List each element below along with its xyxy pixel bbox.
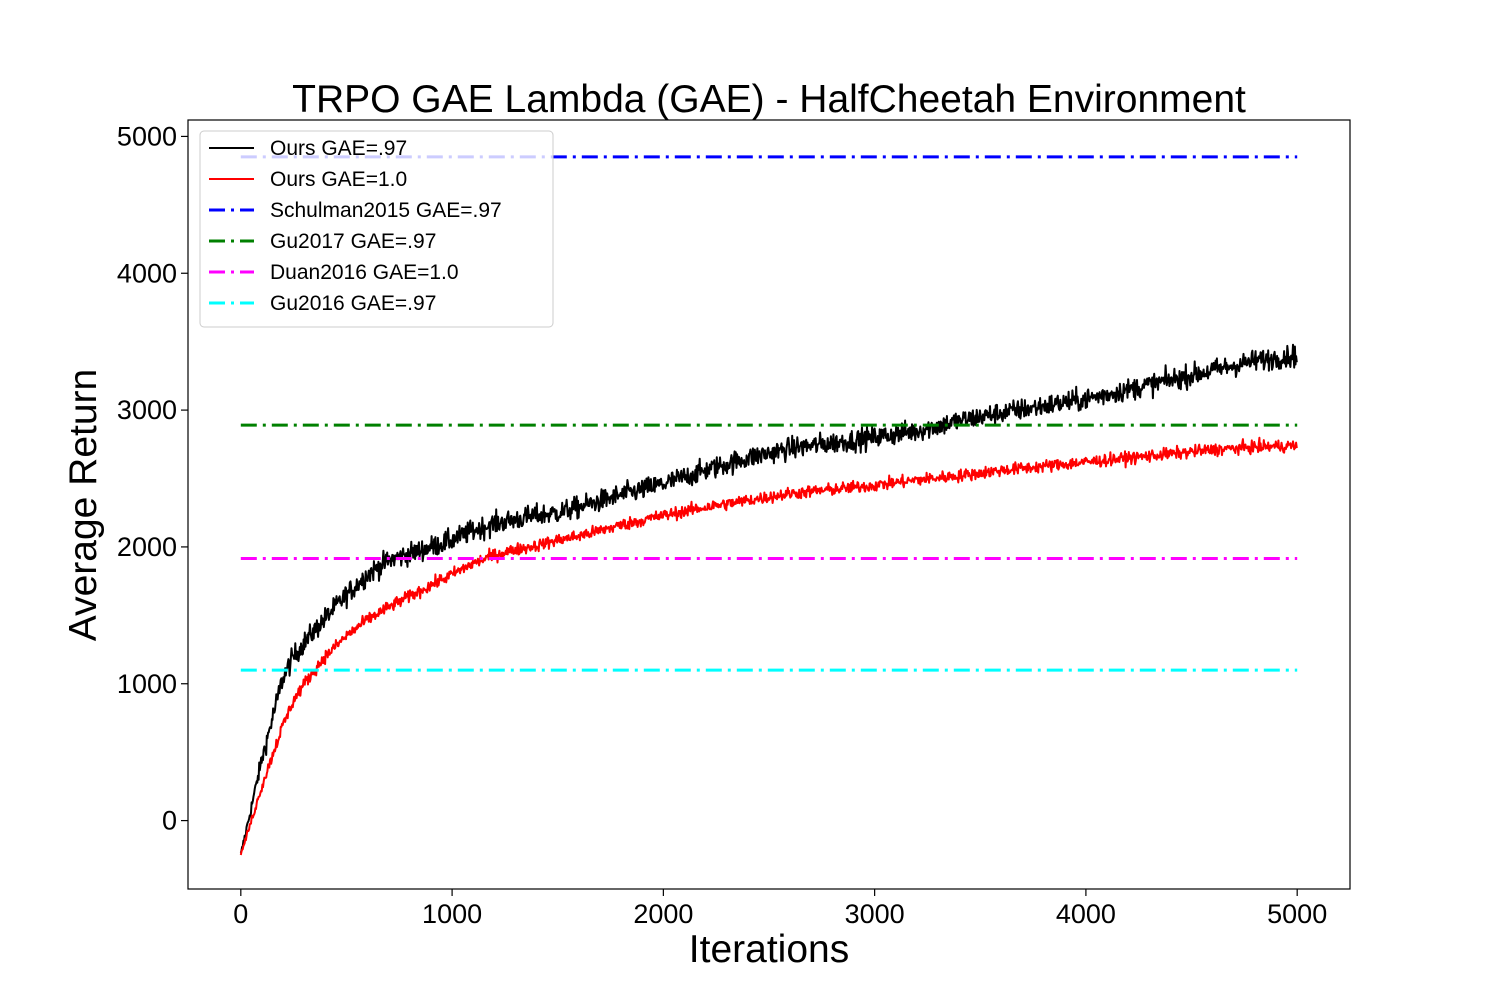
y-tick-label: 2000	[117, 532, 177, 562]
x-tick-label: 2000	[633, 899, 693, 929]
y-tick-label: 1000	[117, 669, 177, 699]
series-line-ours-gae-97	[239, 343, 1298, 854]
plot-frame	[187, 119, 1351, 890]
y-axis-ticks: 0 1000 2000 3000 4000 5000	[117, 121, 188, 836]
legend-frame	[199, 130, 554, 328]
x-tick-label: 3000	[845, 899, 905, 929]
y-axis-label: Average Return	[62, 369, 105, 641]
x-tick-label: 0	[233, 899, 248, 929]
y-tick-label: 4000	[117, 258, 177, 288]
legend-label-gu2016-gae-97: Gu2016 GAE=.97	[270, 292, 436, 315]
legend-label-duan2016-gae-1-0: Duan2016 GAE=1.0	[270, 261, 459, 284]
y-tick-label: 0	[162, 806, 177, 836]
series-line-ours-gae-1-0	[239, 436, 1298, 856]
legend-label-schulman2015-gae-97: Schulman2015 GAE=.97	[270, 199, 502, 222]
legend-label-ours-gae-1-0: Ours GAE=1.0	[270, 168, 407, 191]
x-tick-label: 4000	[1056, 899, 1116, 929]
y-tick-label: 3000	[117, 395, 177, 425]
x-axis-label: Iterations	[689, 928, 849, 971]
x-axis-ticks: 0 1000 2000 3000 4000 5000	[233, 889, 1327, 929]
legend-label-ours-gae-97: Ours GAE=.97	[270, 137, 407, 160]
legend: Ours GAE=.97 Ours GAE=1.0 Schulman2015 GAE…	[199, 130, 554, 328]
chart-title: TRPO GAE Lambda (GAE) - HalfCheetah Envi…	[292, 78, 1246, 121]
series-layer	[239, 155, 1298, 856]
y-tick-label: 5000	[117, 121, 177, 151]
legend-label-gu2017-gae-97: Gu2017 GAE=.97	[270, 230, 436, 253]
x-tick-label: 1000	[422, 899, 482, 929]
x-tick-label: 5000	[1267, 899, 1327, 929]
